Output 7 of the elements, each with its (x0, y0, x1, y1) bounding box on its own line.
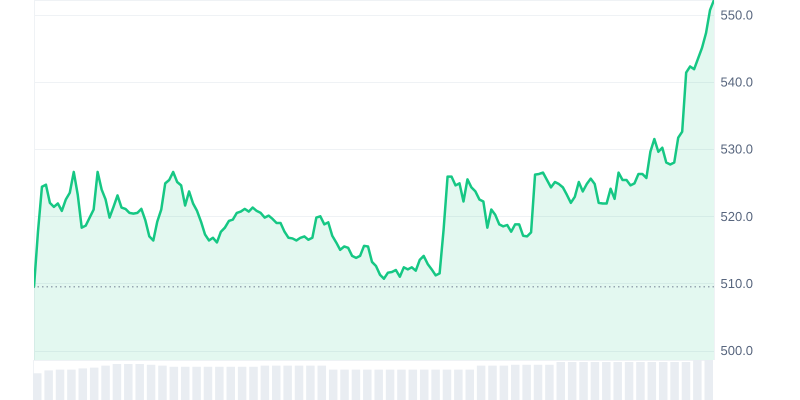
y-tick-label: 540.0 (720, 74, 754, 90)
y-tick-label: 520.0 (720, 208, 754, 224)
y-tick-label: 530.0 (720, 142, 754, 157)
y-tick-label: 550.0 (720, 7, 754, 22)
y-tick-label: 510.0 (720, 276, 754, 291)
line-series (34, 0, 714, 288)
y-tick-label: 500.0 (720, 343, 754, 358)
